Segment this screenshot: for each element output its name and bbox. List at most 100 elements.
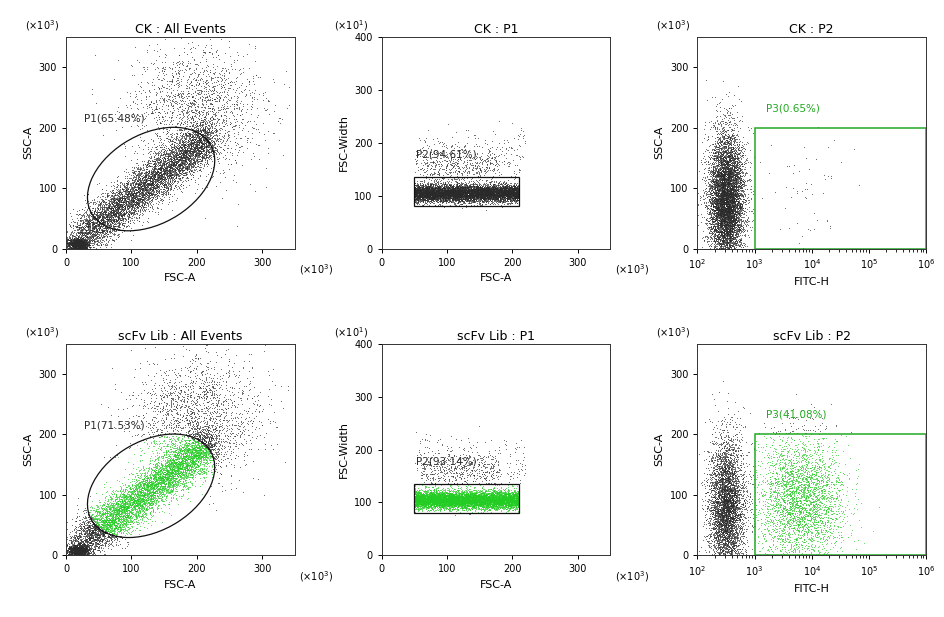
Point (75, 547, 90, 557)
Point (470, 507, 485, 516)
Point (738, 545, 753, 555)
Point (477, 497, 492, 507)
Point (164, 172, 179, 181)
Point (714, 191, 729, 201)
Point (490, 179, 505, 189)
Point (151, 154, 166, 164)
Point (507, 194, 522, 204)
Point (229, 387, 244, 397)
Point (702, 502, 717, 512)
Point (511, 191, 526, 201)
Point (78, 525, 93, 535)
Point (718, 523, 733, 532)
Point (69, 542, 84, 552)
Point (158, 475, 173, 485)
Point (159, 374, 174, 384)
Point (726, 222, 741, 232)
Point (441, 180, 456, 190)
Point (724, 215, 739, 225)
Point (716, 179, 732, 189)
Point (468, 186, 483, 196)
Point (129, 109, 144, 119)
Point (185, 124, 200, 134)
Point (726, 157, 741, 167)
Point (710, 148, 725, 158)
Point (444, 492, 459, 502)
Point (790, 489, 805, 499)
Point (465, 189, 480, 199)
Point (166, 458, 181, 468)
Point (169, 135, 184, 145)
Point (460, 187, 475, 197)
Point (803, 515, 818, 524)
Point (725, 225, 740, 234)
Point (435, 491, 450, 500)
Point (423, 164, 438, 174)
Point (807, 462, 822, 472)
Point (163, 172, 178, 181)
Point (734, 474, 750, 484)
Point (135, 479, 150, 489)
Point (122, 491, 137, 500)
Point (71, 538, 86, 548)
Point (162, 489, 177, 499)
Point (161, 144, 177, 154)
Point (137, 205, 152, 215)
Point (429, 133, 444, 143)
Point (710, 226, 725, 236)
Point (711, 153, 726, 163)
Point (727, 165, 742, 175)
Point (423, 492, 438, 502)
Point (718, 201, 733, 211)
Point (200, 425, 215, 435)
Point (127, 188, 143, 198)
Point (491, 187, 506, 197)
Point (712, 473, 727, 483)
Point (508, 193, 523, 202)
Point (469, 191, 484, 201)
Point (468, 494, 483, 504)
Point (728, 164, 743, 173)
Point (64, 545, 79, 555)
Point (716, 503, 731, 513)
Point (718, 503, 733, 513)
Point (719, 202, 734, 212)
Point (177, 139, 193, 149)
Point (426, 168, 441, 178)
Point (721, 188, 736, 197)
Point (117, 196, 132, 205)
Point (196, 130, 211, 140)
Point (118, 508, 133, 518)
Point (733, 201, 748, 211)
Point (713, 510, 728, 520)
Point (425, 188, 440, 198)
Point (417, 190, 432, 200)
Point (67, 542, 82, 552)
Point (721, 489, 736, 499)
Point (784, 516, 800, 526)
Point (157, 159, 172, 168)
Point (718, 244, 733, 254)
Point (716, 219, 732, 229)
Point (430, 501, 445, 511)
Point (153, 175, 168, 184)
Point (130, 179, 145, 189)
Point (221, 453, 236, 463)
Point (707, 196, 722, 205)
Point (716, 201, 731, 210)
Point (798, 528, 813, 537)
Point (775, 550, 790, 560)
Point (722, 201, 737, 211)
Point (420, 184, 435, 194)
Point (439, 495, 454, 505)
Point (509, 198, 524, 208)
Point (173, 120, 188, 130)
Point (140, 184, 155, 194)
Point (472, 184, 487, 194)
Point (177, 466, 193, 476)
Point (452, 491, 467, 501)
Point (98, 526, 113, 536)
Point (130, 503, 145, 513)
Point (408, 492, 423, 502)
Point (464, 493, 480, 503)
